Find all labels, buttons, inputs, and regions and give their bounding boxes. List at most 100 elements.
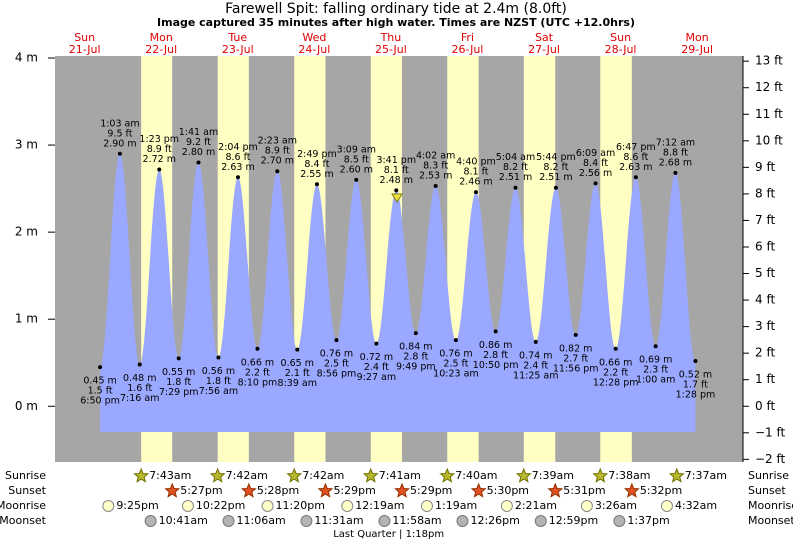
tide-value-label: 2.51 m: [499, 172, 532, 183]
tide-time: 2:04 pm: [218, 142, 258, 153]
high-tide-point: [394, 188, 399, 193]
tide-ft-label: 9.5 ft: [107, 128, 132, 139]
tide-time: 4:40 pm: [456, 157, 496, 168]
tide-time: 9:27 am: [357, 372, 396, 383]
moonrise-time: 2:21am: [515, 499, 557, 512]
sunset-time: 5:29pm: [333, 484, 375, 497]
tide-time: 2:49 pm: [297, 149, 337, 160]
high-tide-point: [593, 181, 598, 186]
tide-time: 1:28 pm: [676, 390, 716, 401]
tide-ft-label: 8.9 ft: [147, 144, 172, 155]
sunset-time: 5:28pm: [257, 484, 299, 497]
moonset-time: 11:06am: [237, 514, 286, 527]
moonset-time: 10:41am: [159, 514, 208, 527]
day-date: 27-Jul: [528, 43, 560, 56]
tide-ft-label: 8.3 ft: [423, 160, 448, 171]
tide-value-label: 2.51 m: [539, 172, 572, 183]
low-tide-point: [653, 344, 658, 349]
y2-tick-label: 0 ft: [755, 399, 775, 413]
tide-value-label: 2.46 m: [459, 177, 492, 188]
current-level-marker: [391, 193, 403, 203]
tide-ft-label: 8.6 ft: [225, 152, 250, 163]
tide-value-label: 0.66 m: [599, 357, 632, 368]
sunset-icon: [240, 482, 257, 498]
y2-tick-label: 9 ft: [755, 160, 775, 174]
tide-ft-label: 2.5 ft: [324, 359, 349, 370]
sunrise-time: 7:43am: [149, 469, 191, 482]
sunset-time: 5:30pm: [487, 484, 529, 497]
sunrise-time: 7:42am: [302, 469, 344, 482]
tide-ft-label: 8.2 ft: [503, 162, 528, 173]
moon-phase: Last Quarter | 1:18pm: [333, 529, 444, 539]
low-tide-point: [295, 347, 300, 352]
tide-value-label: 0.72 m: [360, 352, 393, 363]
tide-value-label: 0.84 m: [399, 342, 432, 353]
tide-time: 6:09 am: [576, 148, 615, 159]
tide-time: 7:29 pm: [159, 387, 199, 398]
tide-ft-label: 1.6 ft: [127, 383, 152, 394]
tide-value-label: 2.48 m: [380, 175, 413, 186]
y2-tick-label: 11 ft: [755, 107, 783, 121]
tide-time: 3:09 am: [337, 144, 376, 155]
day-date: 25-Jul: [375, 43, 407, 56]
low-tide-point: [255, 346, 260, 351]
y-tick-label: 1 m: [15, 312, 38, 326]
tide-ft-label: 1.7 ft: [683, 380, 708, 391]
tide-time: 12:28 pm: [593, 377, 639, 388]
moonset-time: 1:37pm: [627, 514, 669, 527]
chart-subtitle: Image captured 35 minutes after high wat…: [157, 16, 635, 29]
low-tide-point: [413, 331, 418, 336]
y-tick-label: 3 m: [15, 138, 38, 152]
y2-tick-label: 6 ft: [755, 239, 775, 253]
moonrise-time: 11:20pm: [276, 499, 325, 512]
tide-time: 8:10 pm: [238, 377, 278, 388]
y-tick-label: 4 m: [15, 51, 38, 65]
tide-value-label: 2.55 m: [300, 169, 333, 180]
moonrise-time: 12:19am: [355, 499, 404, 512]
high-tide-point: [196, 160, 201, 165]
tide-time: 1:23 pm: [139, 134, 179, 145]
moonrise-time: 3:26am: [595, 499, 637, 512]
sunrise-time: 7:42am: [226, 469, 268, 482]
tide-time: 10:23 am: [433, 369, 478, 380]
high-tide-point: [553, 185, 558, 190]
row-label: Sunrise: [5, 469, 46, 482]
moonset-icon: [144, 515, 157, 527]
high-tide-point: [673, 170, 678, 175]
day-date: 28-Jul: [605, 43, 637, 56]
low-tide-point: [216, 355, 221, 360]
tide-time: 3:41 pm: [376, 155, 416, 166]
day-date: 29-Jul: [681, 43, 713, 56]
tide-ft-label: 1.5 ft: [88, 386, 113, 397]
tide-value-label: 0.55 m: [162, 367, 195, 378]
day-date: 23-Jul: [222, 43, 254, 56]
tide-ft-label: 8.1 ft: [384, 165, 409, 176]
low-tide-point: [137, 362, 142, 367]
high-tide-point: [433, 183, 438, 188]
tide-value-label: 2.56 m: [579, 168, 612, 179]
day-date: 26-Jul: [452, 43, 484, 56]
tide-time: 6:50 pm: [80, 396, 120, 407]
y-tick-label: 2 m: [15, 225, 38, 239]
y2-tick-label: 13 ft: [755, 54, 783, 68]
day-date: 22-Jul: [145, 43, 177, 56]
low-tide-point: [693, 359, 698, 363]
high-tide-point: [117, 151, 122, 156]
y-tick-label: 0 m: [15, 399, 38, 413]
sunrise-time: 7:39am: [532, 469, 574, 482]
moonrise-icon: [341, 500, 354, 512]
tide-value-label: 2.60 m: [340, 164, 373, 175]
tide-value-label: 0.45 m: [83, 376, 116, 387]
moonrise-icon: [421, 500, 434, 512]
tide-value-label: 0.65 m: [281, 358, 314, 369]
sunset-time: 5:31pm: [563, 484, 605, 497]
tide-value-label: 2.68 m: [659, 157, 692, 168]
tide-time: 7:16 am: [120, 393, 159, 404]
sunrise-time: 7:37am: [685, 469, 727, 482]
row-label: Moonrise: [0, 499, 46, 512]
tide-value-label: 0.69 m: [639, 355, 672, 366]
tide-time: 7:12 am: [656, 137, 695, 148]
tide-ft-label: 8.4 ft: [304, 159, 329, 170]
day-name: Fri: [461, 31, 474, 44]
y2-tick-label: 8 ft: [755, 186, 775, 200]
